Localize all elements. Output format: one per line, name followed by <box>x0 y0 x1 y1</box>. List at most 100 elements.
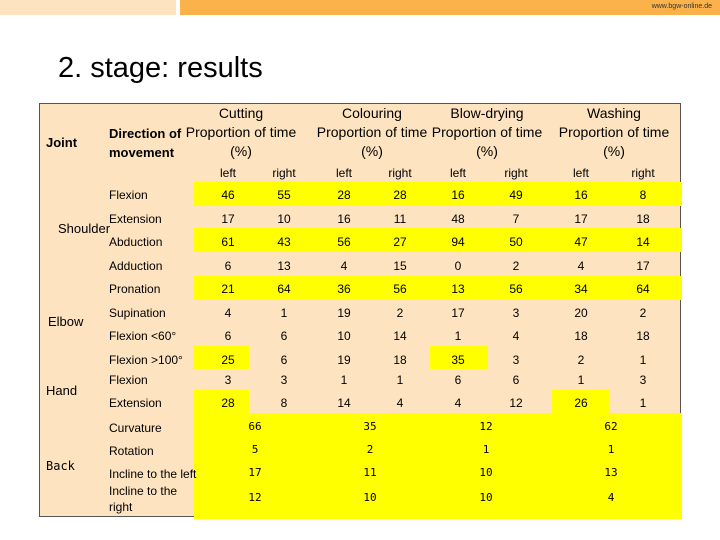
table-cell: 10 <box>277 212 291 226</box>
table-cell: 4 <box>224 306 232 320</box>
table-cell: 3 <box>512 306 520 320</box>
back-table-cell: 66 <box>248 420 262 433</box>
table-cell: 20 <box>574 306 588 320</box>
activity-name-3: Washing <box>587 105 641 121</box>
table-cell: 21 <box>221 282 235 296</box>
row-movement: Extension <box>109 396 162 410</box>
table-cell: 61 <box>221 235 235 249</box>
back-row-movement: Incline to the left <box>109 467 197 481</box>
table-cell: 47 <box>574 235 588 249</box>
row-movement: Flexion <box>109 373 148 387</box>
table-cell: 6 <box>280 353 288 367</box>
table-cell: 36 <box>337 282 351 296</box>
table-cell: 49 <box>509 188 523 202</box>
table-cell: 18 <box>574 329 588 343</box>
row-movement: Flexion <60° <box>109 329 177 343</box>
top-bar-segment-light <box>0 0 176 15</box>
table-cell: 4 <box>454 396 462 410</box>
activity-name-2: Blow-drying <box>450 105 524 121</box>
table-cell: 18 <box>636 212 650 226</box>
highlight-block-0 <box>194 182 682 206</box>
back-table-cell: 17 <box>248 466 262 479</box>
activity-name-1: Colouring <box>342 105 402 121</box>
table-cell: 1 <box>639 396 647 410</box>
table-cell: 6 <box>224 259 232 273</box>
activity-unit-2: (%) <box>476 143 498 159</box>
table-cell: 25 <box>221 353 235 367</box>
table-cell: 56 <box>337 235 351 249</box>
table-cell: 1 <box>280 306 288 320</box>
table-cell: 6 <box>512 373 520 387</box>
table-cell: 56 <box>393 282 407 296</box>
back-row-movement: Rotation <box>109 444 154 458</box>
table-cell: 1 <box>639 353 647 367</box>
back-table-cell: 10 <box>479 466 493 479</box>
side-right-1: right <box>388 166 412 180</box>
header-url: www.bgw-online.de <box>651 3 712 10</box>
table-cell: 4 <box>512 329 520 343</box>
table-cell: 7 <box>512 212 520 226</box>
back-table-cell: 10 <box>363 491 377 504</box>
activity-unit-0: (%) <box>230 143 252 159</box>
activity-proportion-2: Proportion of time <box>431 124 543 140</box>
table-cell: 2 <box>396 306 404 320</box>
row-movement: Extension <box>109 212 162 226</box>
side-right-2: right <box>504 166 528 180</box>
table-cell: 4 <box>396 396 404 410</box>
back-table-cell: 4 <box>607 491 615 504</box>
joint-shoulder: Shoulder <box>58 221 111 236</box>
table-cell: 6 <box>454 373 462 387</box>
back-table-cell: 11 <box>363 466 377 479</box>
row-movement: Supination <box>109 306 166 320</box>
table-cell: 19 <box>337 353 351 367</box>
side-left-2: left <box>449 166 467 180</box>
table-cell: 8 <box>639 188 647 202</box>
back-table-cell: 10 <box>479 491 493 504</box>
highlight-block-5 <box>194 390 249 413</box>
joint-hand: Hand <box>46 383 78 398</box>
back-table-cell: 2 <box>366 443 374 456</box>
row-movement: Flexion >100° <box>109 353 183 367</box>
table-cell: 16 <box>451 188 465 202</box>
back-table-cell: 35 <box>363 420 377 433</box>
highlight-block-4 <box>430 346 488 369</box>
table-cell: 13 <box>277 259 291 273</box>
table-cell: 13 <box>451 282 465 296</box>
table-cell: 17 <box>574 212 588 226</box>
table-cell: 55 <box>277 188 291 202</box>
back-table-cell: 5 <box>251 443 259 456</box>
table-cell: 27 <box>393 235 407 249</box>
table-cell: 2 <box>639 306 647 320</box>
row-movement: Adduction <box>109 259 163 273</box>
side-right-3: right <box>631 166 655 180</box>
table-cell: 46 <box>221 188 235 202</box>
back-row-movement: Incline to the right <box>109 484 178 514</box>
table-cell: 18 <box>636 329 650 343</box>
table-cell: 64 <box>277 282 291 296</box>
table-cell: 6 <box>280 329 288 343</box>
table-cell: 0 <box>454 259 462 273</box>
table-cell: 1 <box>454 329 462 343</box>
table-cell: 28 <box>393 188 407 202</box>
table-cell: 17 <box>636 259 650 273</box>
activity-unit-1: (%) <box>361 143 383 159</box>
highlight-block-2 <box>194 276 682 300</box>
activity-unit-3: (%) <box>603 143 625 159</box>
back-table-cell: 13 <box>604 466 618 479</box>
side-left-0: left <box>219 166 237 180</box>
joint-elbow: Elbow <box>48 314 84 329</box>
direction-header-line1: Direction of <box>109 126 182 141</box>
table-cell: 2 <box>577 353 585 367</box>
table-cell: 3 <box>224 373 232 387</box>
table-cell: 4 <box>340 259 348 273</box>
table-cell: 14 <box>393 329 407 343</box>
table-cell: 3 <box>512 353 520 367</box>
table-cell: 28 <box>221 396 235 410</box>
table-cell: 28 <box>337 188 351 202</box>
table-cell: 34 <box>574 282 588 296</box>
side-right-0: right <box>272 166 296 180</box>
direction-header-line2: movement <box>109 145 175 160</box>
table-cell: 14 <box>636 235 650 249</box>
top-bar-segment-orange <box>180 0 720 15</box>
activity-proportion-1: Proportion of time <box>316 124 428 140</box>
